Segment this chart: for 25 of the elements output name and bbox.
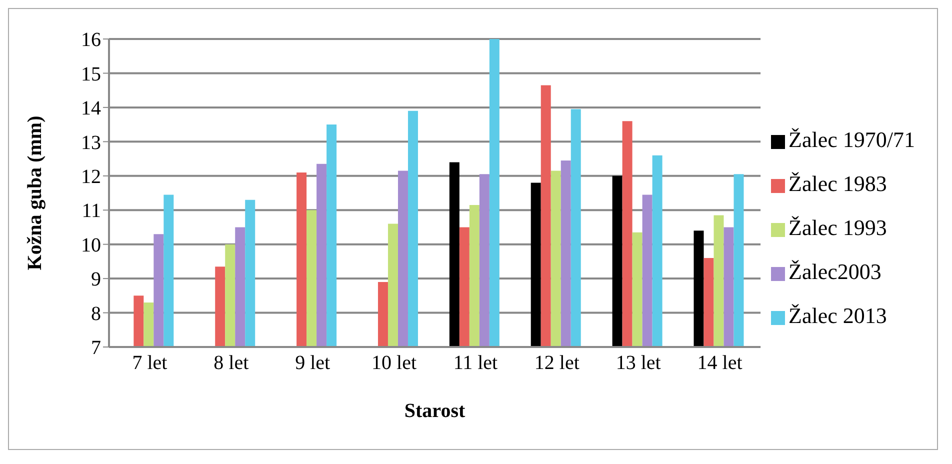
legend-label: Žalec 1970/71 <box>788 127 915 152</box>
x-tick-label: 14 let <box>697 352 743 374</box>
x-tick-label: 7 let <box>132 352 168 374</box>
y-tick-label: 15 <box>81 63 101 86</box>
x-tick-label: 11 let <box>453 352 498 374</box>
legend-label: Žalec 2013 <box>788 303 887 328</box>
x-axis-title: Starost <box>404 400 466 422</box>
x-tick-label: 12 let <box>534 352 580 374</box>
y-tick-label: 8 <box>91 302 101 325</box>
x-tick-label: 13 let <box>616 352 662 374</box>
y-tick-label: 13 <box>81 132 101 154</box>
y-tick-label: 12 <box>81 166 101 188</box>
x-tick-label: 9 let <box>295 352 331 374</box>
legend-label: Žalec 1993 <box>788 215 887 240</box>
x-tick-label: 10 let <box>372 352 417 374</box>
y-axis-title: Kožna guba (mm) <box>24 116 46 270</box>
y-tick-label: 14 <box>81 98 101 120</box>
y-tick-label: 11 <box>82 200 101 222</box>
legend-label: Žalec2003 <box>788 259 882 284</box>
y-tick-label: 10 <box>81 234 101 256</box>
legend-label: Žalec 1983 <box>788 171 887 196</box>
y-tick-label: 16 <box>81 29 101 52</box>
y-tick-label: 7 <box>91 337 101 360</box>
x-tick-label: 8 let <box>214 352 250 374</box>
y-tick-label: 9 <box>91 268 101 291</box>
